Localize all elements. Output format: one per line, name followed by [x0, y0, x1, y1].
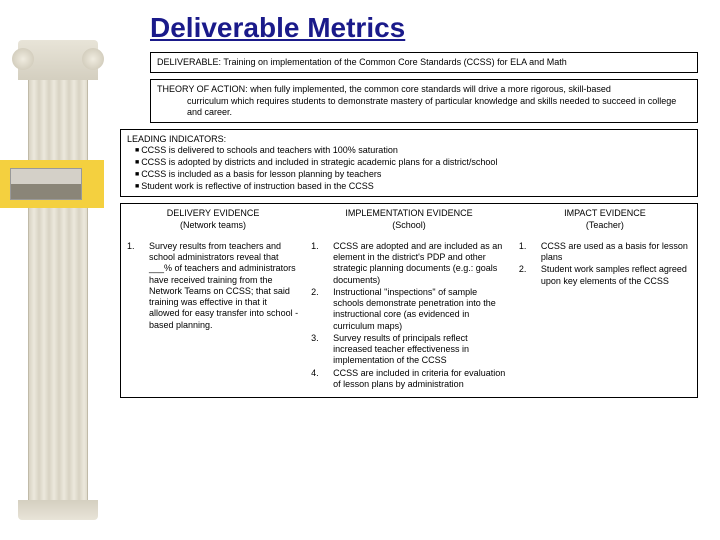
header-subline: (School)	[309, 220, 509, 231]
leading-item: CCSS is adopted by districts and include…	[135, 157, 691, 169]
leading-item: CCSS is delivered to schools and teacher…	[135, 145, 691, 157]
leading-indicators-box: LEADING INDICATORS: CCSS is delivered to…	[120, 129, 698, 197]
header-line: IMPLEMENTATION EVIDENCE	[309, 208, 509, 219]
impact-header: IMPACT EVIDENCE (Teacher)	[513, 204, 698, 239]
header-line: DELIVERY EVIDENCE	[125, 208, 301, 219]
implementation-item: 2.Instructional "inspections" of sample …	[311, 287, 507, 332]
header-subline: (Teacher)	[517, 220, 693, 231]
impact-item: 1.CCSS are used as a basis for lesson pl…	[519, 241, 691, 264]
theory-box: THEORY OF ACTION: when fully implemented…	[150, 79, 698, 123]
leading-item: CCSS is included as a basis for lesson p…	[135, 169, 691, 181]
leading-label: LEADING INDICATORS:	[127, 134, 691, 145]
evidence-header-row: DELIVERY EVIDENCE (Network teams) IMPLEM…	[121, 204, 698, 239]
implementation-item: 1.CCSS are adopted and are included as a…	[311, 241, 507, 286]
content-area: Deliverable Metrics DELIVERABLE: Trainin…	[150, 12, 698, 398]
impact-cell: 1.CCSS are used as a basis for lesson pl…	[513, 239, 698, 398]
delivery-cell: 1.Survey results from teachers and schoo…	[121, 239, 306, 398]
implementation-cell: 1.CCSS are adopted and are included as a…	[305, 239, 513, 398]
deliverable-label: DELIVERABLE:	[157, 57, 221, 67]
deliverable-box: DELIVERABLE: Training on implementation …	[150, 52, 698, 73]
theory-text-start: when fully implemented, the common core …	[250, 84, 611, 94]
leading-item: Student work is reflective of instructio…	[135, 181, 691, 193]
page-title: Deliverable Metrics	[150, 12, 698, 44]
theory-label: THEORY OF ACTION:	[157, 84, 248, 94]
evidence-table: DELIVERY EVIDENCE (Network teams) IMPLEM…	[120, 203, 698, 398]
deliverable-text: Training on implementation of the Common…	[223, 57, 566, 67]
theory-continuation: curriculum which requires students to de…	[157, 96, 691, 119]
delivery-header: DELIVERY EVIDENCE (Network teams)	[121, 204, 306, 239]
implementation-header: IMPLEMENTATION EVIDENCE (School)	[305, 204, 513, 239]
implementation-item: 3.Survey results of principals reflect i…	[311, 333, 507, 367]
impact-item: 2.Student work samples reflect agreed up…	[519, 264, 691, 287]
implementation-item: 4.CCSS are included in criteria for eval…	[311, 368, 507, 391]
evidence-body-row: 1.Survey results from teachers and schoo…	[121, 239, 698, 398]
pillar-graphic	[18, 40, 98, 520]
header-subline: (Network teams)	[125, 220, 301, 231]
leading-list: CCSS is delivered to schools and teacher…	[127, 145, 691, 192]
delivery-item: 1.Survey results from teachers and schoo…	[127, 241, 299, 331]
header-line: IMPACT EVIDENCE	[517, 208, 693, 219]
inset-photo	[10, 168, 82, 200]
